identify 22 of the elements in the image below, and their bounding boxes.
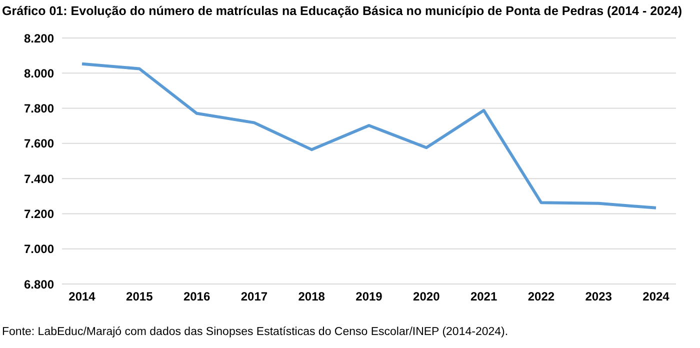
chart-title: Gráfico 01: Evolução do número de matrículas na Educação Básica no município de Ponta de Pedras (2014 - 2024) bbox=[2, 4, 682, 18]
y-tick-label: 7.000 bbox=[24, 242, 54, 256]
y-tick-label: 7.800 bbox=[24, 102, 54, 116]
x-tick-label: 2020 bbox=[413, 290, 440, 304]
x-tick-label: 2016 bbox=[183, 290, 210, 304]
y-tick-label: 8.200 bbox=[24, 31, 54, 46]
x-tick-label: 2021 bbox=[470, 290, 498, 304]
x-tick-label: 2024 bbox=[642, 290, 670, 304]
y-tick-label: 7.600 bbox=[24, 136, 54, 151]
x-tick-label: 2022 bbox=[528, 290, 555, 304]
y-tick-label: 7.400 bbox=[24, 172, 54, 186]
x-tick-label: 2023 bbox=[585, 290, 612, 304]
x-tick-label: 2017 bbox=[240, 290, 268, 304]
x-tick-label: 2015 bbox=[126, 290, 154, 304]
y-tick-label: 7.200 bbox=[24, 206, 54, 221]
line-series bbox=[80, 62, 658, 210]
y-tick-label: 6.800 bbox=[24, 277, 54, 292]
x-tick-label: 2019 bbox=[356, 290, 383, 304]
source-note: Fonte: LabEduc/Marajó com dados das Sinopses Estatísticas do Censo Escolar/INEP (2014-2024). bbox=[2, 326, 508, 338]
x-tick-label: 2014 bbox=[68, 290, 96, 304]
x-tick-label: 2018 bbox=[298, 290, 326, 304]
y-tick-label: 8.000 bbox=[24, 66, 54, 80]
